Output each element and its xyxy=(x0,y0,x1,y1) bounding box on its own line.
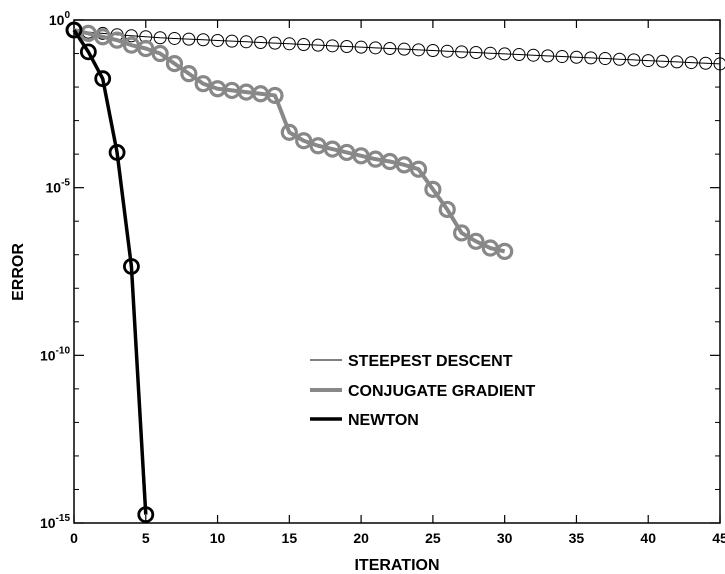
data-point-conjugate-gradient-27 xyxy=(453,224,471,242)
series-line-steepest-descent xyxy=(73,29,721,65)
data-point-steepest-descent-32 xyxy=(526,48,540,62)
data-point-steepest-descent-10 xyxy=(211,33,225,47)
series-newton xyxy=(65,21,155,524)
data-point-conjugate-gradient-28 xyxy=(467,232,485,250)
data-point-steepest-descent-28 xyxy=(469,46,483,60)
legend-label-newton: NEWTON xyxy=(348,412,419,429)
x-tick-label: 45 xyxy=(712,530,725,546)
data-point-steepest-descent-16 xyxy=(297,37,311,51)
data-point-steepest-descent-8 xyxy=(182,32,196,46)
data-point-conjugate-gradient-8 xyxy=(180,65,198,83)
data-point-steepest-descent-14 xyxy=(268,36,282,50)
data-point-steepest-descent-26 xyxy=(440,44,454,58)
y-axis-label: ERROR xyxy=(10,243,27,301)
data-point-steepest-descent-20 xyxy=(354,40,368,54)
data-point-steepest-descent-23 xyxy=(397,42,411,56)
data-point-newton-3 xyxy=(108,144,126,161)
data-point-conjugate-gradient-30 xyxy=(496,242,514,260)
data-point-steepest-descent-24 xyxy=(412,43,426,57)
data-point-steepest-descent-37 xyxy=(598,52,612,66)
data-point-conjugate-gradient-25 xyxy=(424,180,442,198)
x-tick-label: 40 xyxy=(640,530,656,546)
data-point-newton-0 xyxy=(65,21,83,39)
data-point-conjugate-gradient-16 xyxy=(295,132,313,150)
data-point-newton-4 xyxy=(123,258,140,275)
data-point-conjugate-gradient-26 xyxy=(438,200,456,219)
data-point-newton-1 xyxy=(79,43,97,61)
legend-label-steepest-descent: STEEPEST DESCENT xyxy=(348,353,513,370)
ticks-group xyxy=(73,19,721,524)
data-point-steepest-descent-27 xyxy=(455,45,469,59)
y-tick-label: 100 xyxy=(49,10,71,28)
data-point-steepest-descent-7 xyxy=(167,31,181,45)
data-point-newton-2 xyxy=(94,70,112,88)
labels-group: 0 5 10 15 20 25 30 35 40 45 100 10-5 10-10 10-15 xyxy=(40,10,725,546)
x-tick-label: 30 xyxy=(497,530,513,546)
data-point-conjugate-gradient-9 xyxy=(194,75,212,93)
y-tick-label: 10-10 xyxy=(40,345,70,363)
data-point-newton-5 xyxy=(137,506,155,524)
data-point-steepest-descent-44 xyxy=(699,56,713,70)
data-point-steepest-descent-11 xyxy=(225,34,239,48)
x-tick-label: 0 xyxy=(70,530,78,546)
data-point-steepest-descent-18 xyxy=(325,39,339,53)
data-point-steepest-descent-25 xyxy=(426,44,440,58)
data-point-steepest-descent-21 xyxy=(368,41,382,55)
data-point-steepest-descent-9 xyxy=(196,33,210,47)
series-steepest-descent xyxy=(67,23,725,71)
x-tick-label: 15 xyxy=(282,530,298,546)
x-tick-label: 10 xyxy=(210,530,226,546)
x-axis-label: ITERATION xyxy=(354,557,439,574)
data-point-conjugate-gradient-24 xyxy=(409,160,428,178)
data-point-steepest-descent-40 xyxy=(641,54,655,68)
data-point-conjugate-gradient-6 xyxy=(151,44,169,63)
data-point-steepest-descent-13 xyxy=(254,35,268,49)
x-tick-label: 5 xyxy=(142,530,150,546)
x-tick-label: 20 xyxy=(353,530,369,546)
data-point-steepest-descent-6 xyxy=(153,31,167,45)
data-point-steepest-descent-34 xyxy=(555,50,569,64)
data-point-steepest-descent-17 xyxy=(311,38,325,52)
series-line-conjugate-gradient xyxy=(73,28,506,254)
data-point-steepest-descent-45 xyxy=(713,57,725,71)
data-point-steepest-descent-43 xyxy=(684,56,698,70)
x-tick-label: 25 xyxy=(425,530,441,546)
data-point-steepest-descent-19 xyxy=(340,39,354,53)
series-conjugate-gradient xyxy=(65,21,514,260)
data-point-steepest-descent-29 xyxy=(483,46,497,60)
data-point-steepest-descent-30 xyxy=(498,47,512,61)
series-layer xyxy=(65,21,725,524)
series-line-newton xyxy=(72,29,148,515)
plot-frame-group xyxy=(73,19,721,524)
data-point-steepest-descent-38 xyxy=(613,52,627,66)
data-point-conjugate-gradient-3 xyxy=(108,31,126,49)
data-point-steepest-descent-41 xyxy=(656,54,670,68)
data-point-steepest-descent-12 xyxy=(239,35,253,49)
data-point-conjugate-gradient-7 xyxy=(165,54,184,73)
data-point-steepest-descent-15 xyxy=(282,37,296,51)
legend-label-conjugate-gradient: CONJUGATE GRADIENT xyxy=(348,383,535,400)
data-point-steepest-descent-42 xyxy=(670,55,684,69)
data-point-steepest-descent-36 xyxy=(584,51,598,65)
data-point-steepest-descent-39 xyxy=(627,53,641,67)
data-point-conjugate-gradient-5 xyxy=(137,39,155,58)
plot-frame xyxy=(73,19,721,524)
data-point-conjugate-gradient-14 xyxy=(266,86,284,105)
data-point-steepest-descent-22 xyxy=(383,42,397,55)
data-point-steepest-descent-4 xyxy=(124,29,138,43)
x-tick-label: 35 xyxy=(569,530,585,546)
data-point-steepest-descent-35 xyxy=(569,50,583,64)
y-tick-label: 10-15 xyxy=(40,513,70,531)
data-point-steepest-descent-31 xyxy=(512,48,526,62)
data-point-steepest-descent-33 xyxy=(541,49,555,63)
data-point-conjugate-gradient-15 xyxy=(280,123,298,141)
y-tick-label: 10-5 xyxy=(46,178,71,196)
legend: STEEPEST DESCENT CONJUGATE GRADIENT NEWT… xyxy=(310,353,535,429)
